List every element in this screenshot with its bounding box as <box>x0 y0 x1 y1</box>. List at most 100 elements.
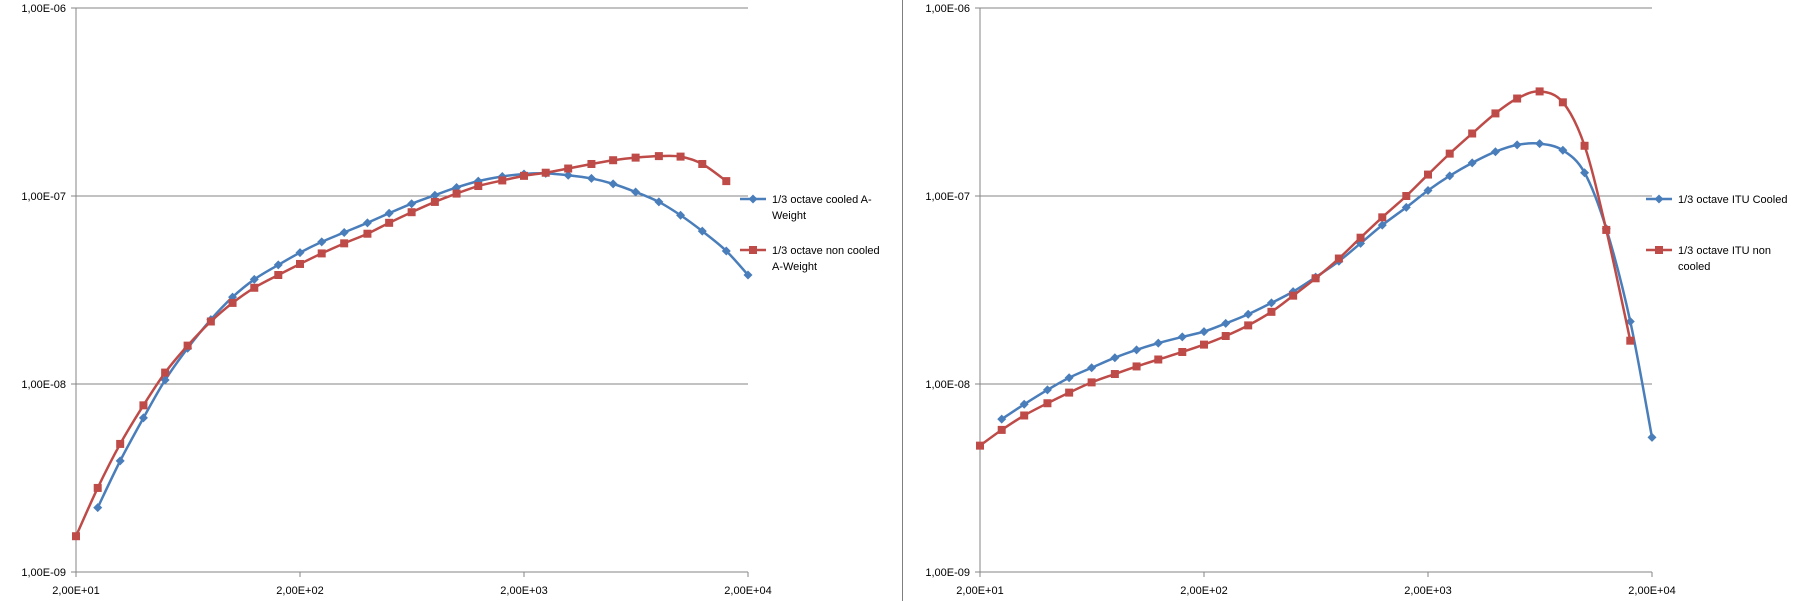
data-point <box>1602 225 1611 234</box>
series-red <box>72 152 731 541</box>
chart-right: 1,00E-09 1,00E-08 1,00E-07 1,00E-06 2,00E+01… <box>925 3 1787 597</box>
data-point <box>1580 141 1589 150</box>
data-point <box>206 317 215 326</box>
data-point <box>72 532 80 541</box>
data-point <box>115 456 125 466</box>
data-point <box>1177 332 1187 342</box>
data-point <box>1401 202 1411 212</box>
data-point <box>93 483 102 492</box>
y-tick-label: 1,00E-06 <box>21 3 66 15</box>
data-point <box>1110 370 1119 379</box>
gridlines <box>980 7 1652 385</box>
y-tick-label: 1,00E-08 <box>21 379 66 391</box>
data-point <box>1178 347 1187 356</box>
data-point <box>362 218 372 228</box>
data-point <box>1491 109 1500 118</box>
data-point <box>743 270 753 280</box>
data-point <box>1377 220 1387 230</box>
legend-label: 1/3 octave ITU Cooled <box>1678 194 1787 206</box>
data-point <box>721 246 731 256</box>
data-point <box>1535 87 1544 96</box>
data-point <box>139 401 148 410</box>
data-point <box>1647 432 1657 442</box>
data-point <box>474 182 483 191</box>
series-line <box>979 90 1632 447</box>
x-tick-label: 2,00E+04 <box>1628 585 1675 597</box>
data-point <box>697 226 707 236</box>
legend-label: 1/3 octave cooled A- <box>772 194 872 206</box>
data-point <box>1020 411 1029 420</box>
chart-panel-right: 1,00E-09 1,00E-08 1,00E-07 1,00E-06 2,00E+01… <box>904 0 1811 601</box>
legend-label: 1/3 octave ITU non <box>1678 245 1771 257</box>
data-point <box>1490 147 1500 157</box>
legend-marker <box>1654 194 1664 204</box>
y-tick-label: 1,00E-07 <box>925 191 970 203</box>
data-point <box>430 197 439 206</box>
data-point <box>1064 373 1074 383</box>
series-line <box>96 172 749 509</box>
data-point <box>340 239 349 248</box>
data-point <box>1267 307 1276 316</box>
x-tick-label: 2,00E+01 <box>956 585 1003 597</box>
data-point <box>1311 274 1320 283</box>
series-red <box>976 87 1635 450</box>
data-point <box>1019 399 1029 409</box>
data-point <box>1423 185 1433 195</box>
data-point <box>1200 340 1208 349</box>
data-point <box>1153 338 1163 348</box>
data-point <box>997 414 1007 424</box>
data-point <box>339 227 349 237</box>
data-point <box>274 271 283 280</box>
data-point <box>1266 298 1276 308</box>
data-point <box>93 503 103 513</box>
data-point <box>296 259 304 268</box>
data-point <box>541 168 550 177</box>
data-point <box>997 425 1006 434</box>
data-point <box>407 199 417 209</box>
data-point <box>654 152 663 161</box>
legend-marker <box>1655 246 1663 254</box>
data-point <box>161 368 170 377</box>
data-point <box>317 237 327 247</box>
x-tick-label: 2,00E+01 <box>52 585 99 597</box>
data-point <box>250 283 259 292</box>
data-point <box>1154 355 1163 364</box>
legend-item: 1/3 octave ITU Cooled <box>1646 194 1787 206</box>
data-point <box>1244 321 1253 330</box>
series-line <box>74 154 728 537</box>
data-point <box>1132 362 1141 371</box>
data-point <box>654 197 664 207</box>
data-point <box>1087 378 1096 387</box>
data-point <box>1043 399 1052 408</box>
legend-label: 1/3 octave non cooled <box>772 245 880 257</box>
x-tick-label: 2,00E+03 <box>500 585 547 597</box>
data-point <box>1558 98 1567 107</box>
y-tick-label: 1,00E-07 <box>21 191 66 203</box>
data-point <box>608 179 618 189</box>
data-point <box>1289 291 1298 300</box>
data-point <box>407 208 416 217</box>
data-point <box>520 171 528 180</box>
data-point <box>1356 233 1365 242</box>
data-point <box>1445 149 1454 158</box>
chart-panel-left: 1,00E-09 1,00E-08 1,00E-07 1,00E-06 2,00E+01… <box>0 0 902 601</box>
data-point <box>430 190 440 200</box>
data-point <box>676 210 686 220</box>
y-tick-label: 1,00E-06 <box>925 3 970 15</box>
data-point <box>1221 318 1231 328</box>
data-point <box>116 439 125 448</box>
data-point <box>1065 388 1074 397</box>
data-point <box>1625 317 1635 327</box>
data-point <box>1087 363 1097 373</box>
data-point <box>1424 170 1432 179</box>
y-tick-label: 1,00E-09 <box>21 567 66 579</box>
x-tick-label: 2,00E+04 <box>724 585 771 597</box>
data-point <box>676 152 685 161</box>
data-point <box>384 208 394 218</box>
data-point <box>1378 213 1387 222</box>
series-line <box>1001 141 1654 438</box>
data-point <box>498 176 507 185</box>
data-point <box>1512 140 1522 150</box>
data-point <box>1132 345 1142 355</box>
data-point <box>228 298 237 307</box>
